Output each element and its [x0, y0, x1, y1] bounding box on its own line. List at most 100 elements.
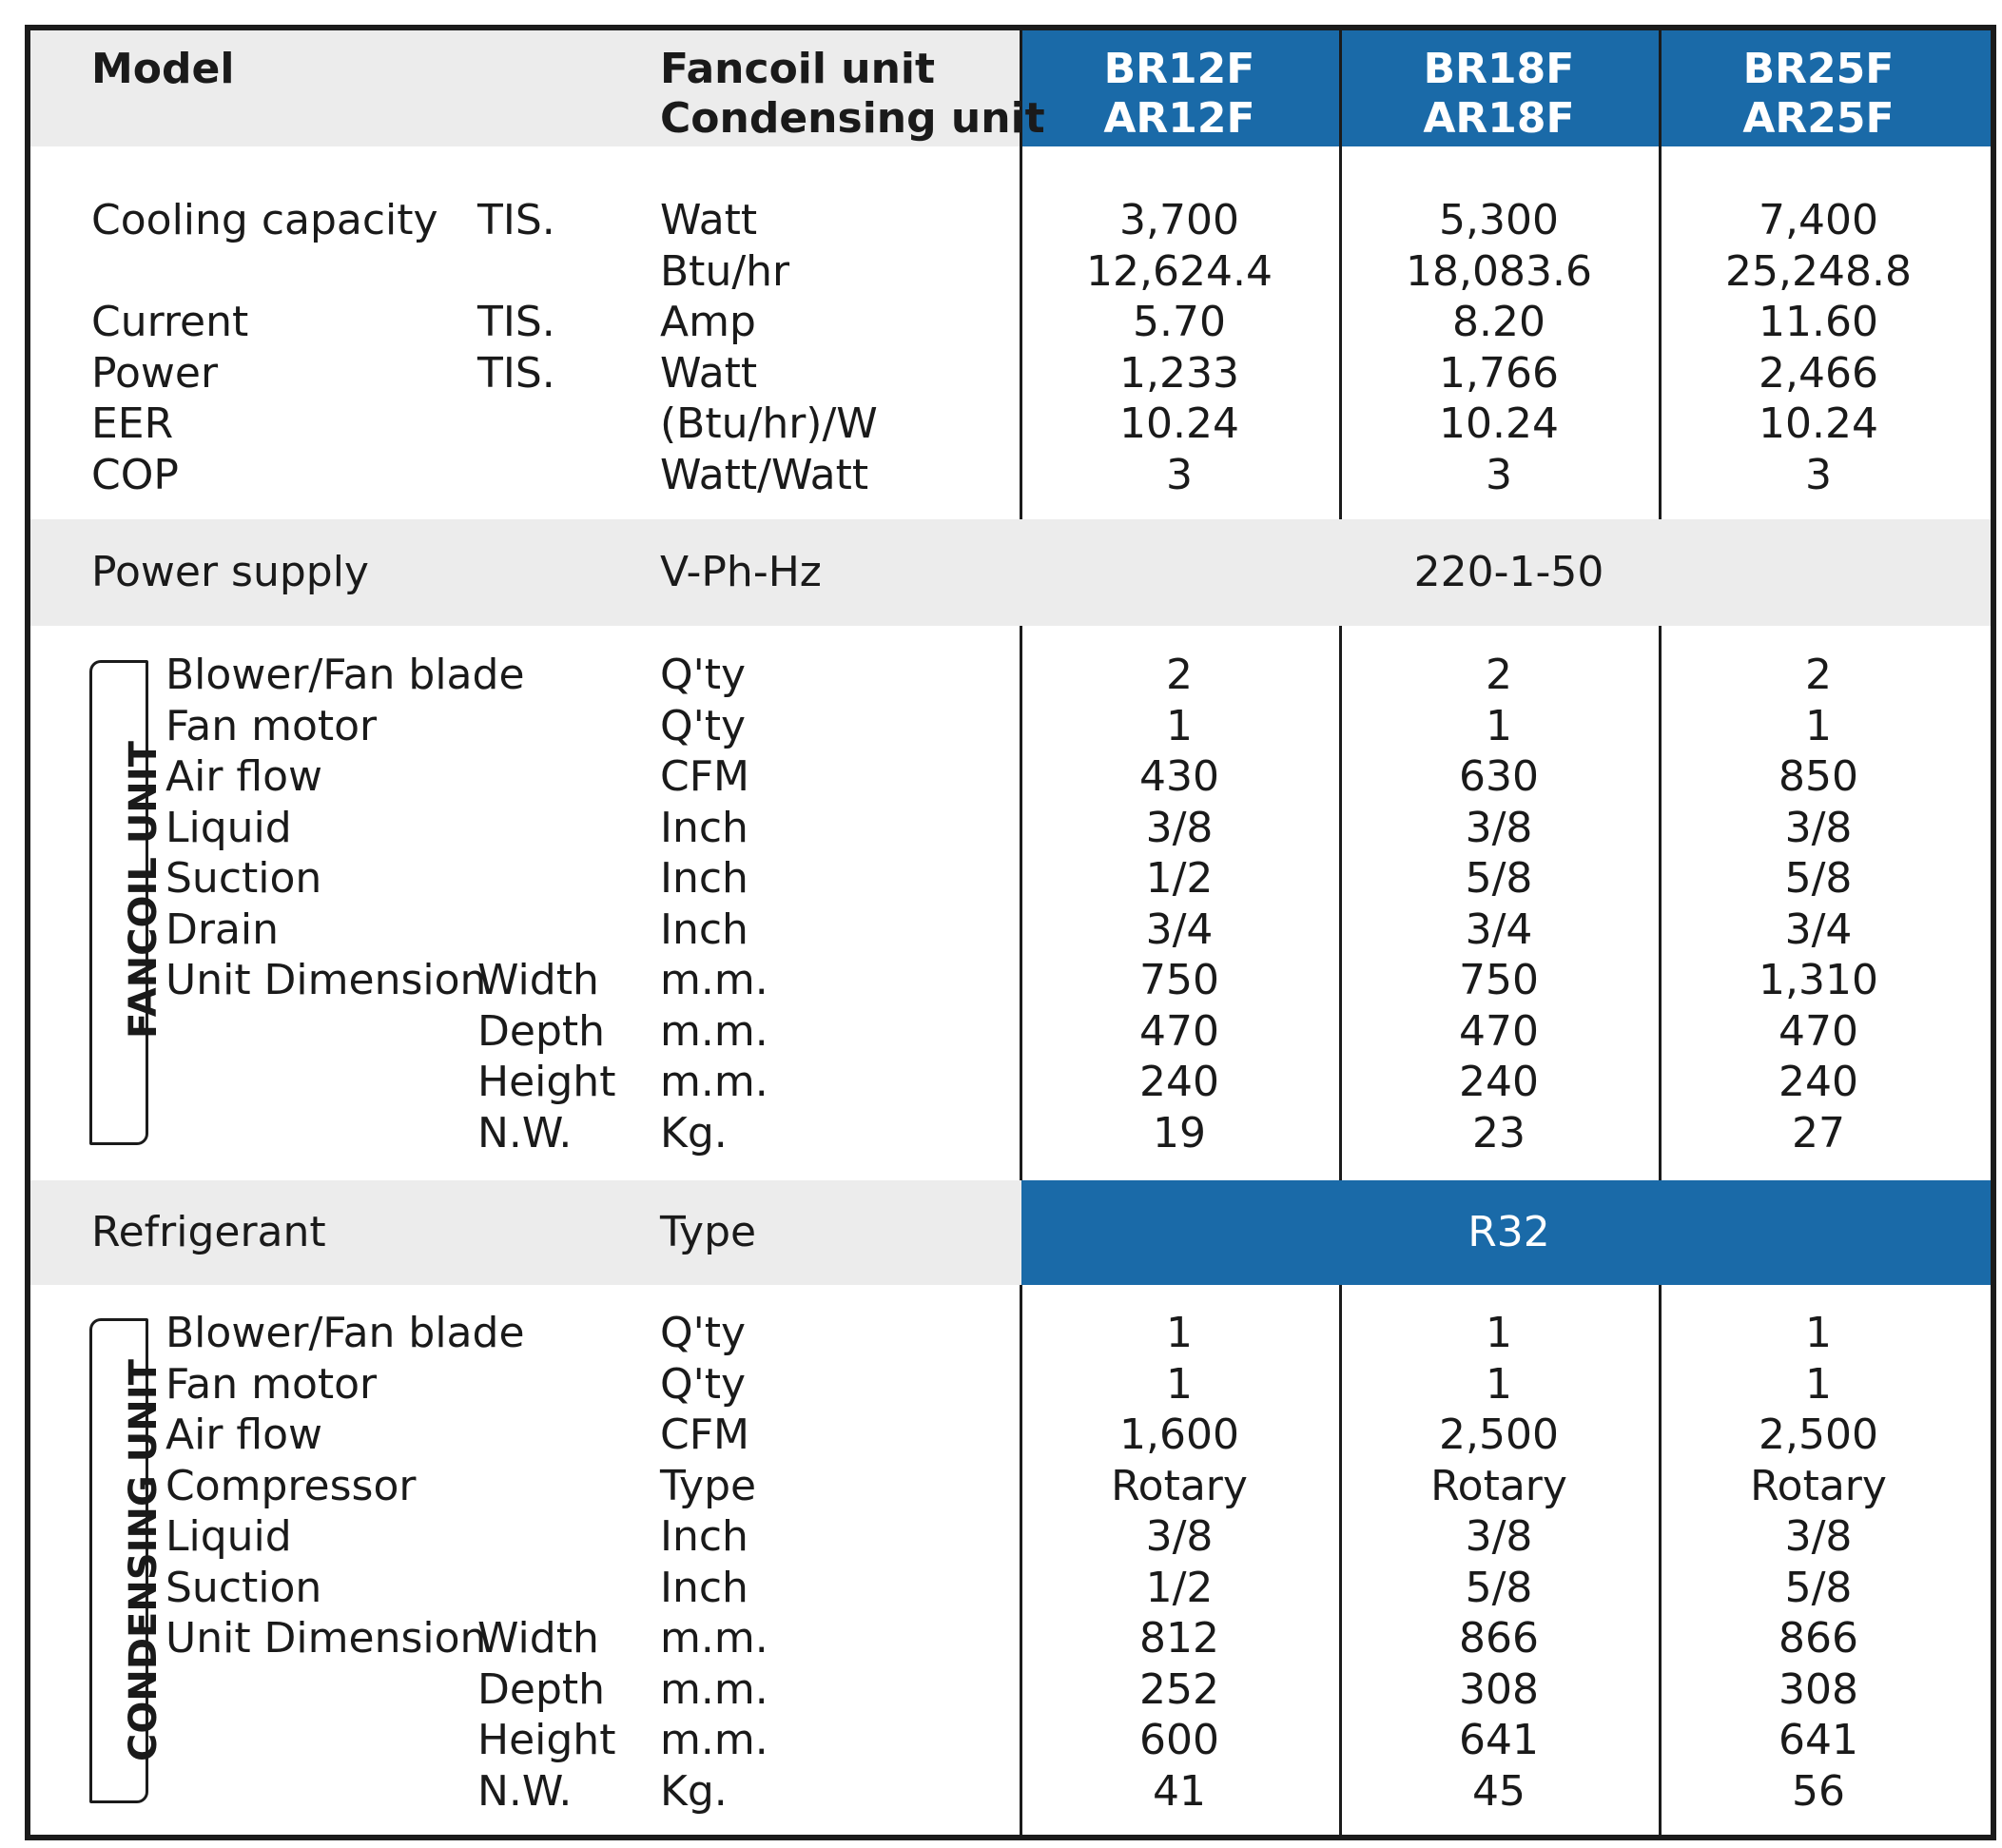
spec-value: 641: [1459, 1716, 1539, 1764]
spec-value: 23: [1472, 1108, 1526, 1157]
unit-label: m.m.: [660, 1664, 768, 1714]
column-divider: [1339, 626, 1342, 1180]
spec-label: Blower/Fan blade: [165, 1309, 525, 1357]
spec-value: 18,083.6: [1406, 246, 1592, 296]
condensing-section-label: CONDENSING UNIT: [122, 1359, 165, 1761]
spec-value: 470: [1139, 1006, 1219, 1056]
dimension-label: Width: [477, 956, 599, 1004]
spec-value: 3,700: [1119, 196, 1239, 244]
unit-label: Q'ty: [660, 701, 747, 750]
dimension-label: Height: [477, 1058, 616, 1106]
spec-value: 5/8: [1784, 854, 1853, 903]
spec-value: 2,500: [1759, 1410, 1878, 1459]
unit-label: Btu/hr: [660, 246, 790, 296]
spec-value: 3/4: [1145, 905, 1214, 954]
unit-label: Inch: [660, 1563, 748, 1612]
spec-value: 3/8: [1784, 803, 1853, 852]
spec-value: 1: [1166, 701, 1193, 750]
spec-value: 7,400: [1759, 196, 1878, 244]
unit-label: Kg.: [660, 1766, 728, 1816]
spec-value: 1: [1805, 1309, 1832, 1357]
condensing-section-bracket: [89, 1318, 148, 1803]
unit-label: m.m.: [660, 1614, 768, 1663]
spec-value: 240: [1459, 1058, 1539, 1106]
spec-value: 10.24: [1119, 399, 1239, 448]
column-divider: [1659, 626, 1662, 1180]
spec-value: 10.24: [1439, 399, 1559, 448]
spec-value: 600: [1139, 1716, 1219, 1764]
dimension-label: Width: [477, 1614, 599, 1663]
spec-label: Unit Dimension: [165, 1614, 487, 1663]
unit-label: Q'ty: [660, 1359, 747, 1409]
power-supply-value: 220-1-50: [1413, 548, 1604, 596]
spec-value: 1/2: [1145, 854, 1214, 903]
spec-label: Drain: [165, 905, 280, 954]
dimension-label: N.W.: [477, 1766, 573, 1816]
spec-label: Power: [91, 348, 219, 398]
unit-label: Inch: [660, 803, 748, 852]
spec-value: 1,600: [1119, 1410, 1239, 1459]
spec-label: Fan motor: [165, 1359, 378, 1409]
spec-value: 2: [1486, 651, 1512, 699]
spec-label: Blower/Fan blade: [165, 651, 525, 699]
dimension-label: Depth: [477, 1006, 606, 1056]
spec-value: 866: [1778, 1614, 1858, 1663]
spec-value: 3/8: [1465, 803, 1533, 852]
unit-label: Watt: [660, 196, 758, 244]
column-divider: [1020, 626, 1022, 1180]
fancoil-model-code: BR25F: [1742, 45, 1895, 93]
spec-value: 1/2: [1145, 1563, 1214, 1612]
spec-value: 470: [1778, 1006, 1858, 1056]
spec-value: 3: [1805, 450, 1832, 499]
spec-value: 11.60: [1759, 298, 1878, 346]
spec-label: Liquid: [165, 1512, 292, 1561]
spec-value: 3: [1166, 450, 1193, 499]
spec-value: 1: [1486, 1309, 1512, 1357]
spec-value: 1: [1486, 701, 1512, 750]
unit-label: CFM: [660, 1410, 749, 1459]
unit-label: Kg.: [660, 1108, 728, 1157]
power-supply-label: Power supply: [91, 548, 369, 596]
spec-value: 750: [1139, 956, 1219, 1004]
spec-value: 3/8: [1145, 1512, 1214, 1561]
spec-value: 5.70: [1133, 298, 1226, 346]
spec-value: 3/8: [1465, 1512, 1533, 1561]
spec-table: Model Fancoil unit Condensing unit Power…: [25, 25, 1996, 1840]
spec-value: 812: [1139, 1614, 1219, 1663]
spec-value: 25,248.8: [1725, 246, 1912, 296]
fancoil-unit-label: Fancoil unit: [660, 45, 936, 93]
spec-value: 750: [1459, 956, 1539, 1004]
spec-value: 2: [1805, 651, 1832, 699]
spec-value: 12,624.4: [1086, 246, 1273, 296]
model-header-cell: [1021, 30, 1991, 146]
spec-value: 470: [1459, 1006, 1539, 1056]
spec-value: 2,500: [1439, 1410, 1559, 1459]
column-divider: [1020, 1285, 1022, 1840]
unit-label: m.m.: [660, 1716, 768, 1764]
spec-value: 45: [1472, 1766, 1526, 1816]
fancoil-section-label: FANCOIL UNIT: [122, 741, 165, 1039]
spec-value: 3: [1486, 450, 1512, 499]
spec-value: 240: [1778, 1058, 1858, 1106]
unit-label: m.m.: [660, 1006, 768, 1056]
column-divider: [1339, 1285, 1342, 1840]
spec-value: 1,310: [1759, 956, 1878, 1004]
spec-value: 252: [1139, 1664, 1219, 1714]
spec-value: 3/4: [1465, 905, 1533, 954]
spec-label: Compressor: [165, 1461, 417, 1510]
unit-label: Watt: [660, 348, 758, 398]
spec-value: 3/4: [1784, 905, 1853, 954]
spec-label: Unit Dimension: [165, 956, 487, 1004]
spec-value: 1: [1805, 701, 1832, 750]
spec-value: 1: [1486, 1359, 1512, 1409]
spec-value: Rotary: [1430, 1461, 1567, 1510]
condensing-model-code: AR12F: [1103, 94, 1255, 143]
unit-label: Type: [660, 1461, 757, 1510]
spec-value: 5/8: [1465, 1563, 1533, 1612]
dimension-label: Depth: [477, 1664, 606, 1714]
spec-value: 41: [1153, 1766, 1206, 1816]
spec-label: Current: [91, 298, 249, 346]
spec-value: 1: [1805, 1359, 1832, 1409]
spec-value: 308: [1778, 1664, 1858, 1714]
spec-value: 3/8: [1784, 1512, 1853, 1561]
